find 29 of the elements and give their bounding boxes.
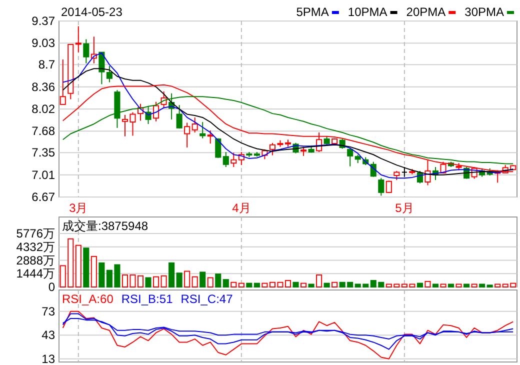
y-tick-label: 8.7	[38, 58, 56, 72]
legend-label: 20PMA	[406, 5, 446, 19]
x-tick-label: 3月	[69, 201, 88, 215]
series-label: RSI_B:51	[121, 292, 174, 306]
legend-label: 10PMA	[348, 5, 388, 19]
legend-label: 5PMA	[296, 5, 329, 19]
chart-title: 2014-05-23	[61, 5, 123, 19]
y-tick-label: 8.36	[32, 80, 56, 94]
y-tick-label: 43	[42, 328, 56, 342]
x-tick-label: 4月	[232, 201, 251, 215]
y-tick-label: 4332万	[16, 240, 55, 254]
y-tick-label: 7.35	[32, 146, 56, 160]
y-tick-label: 73	[42, 304, 56, 318]
series-label: RSI_A:60	[62, 292, 114, 306]
y-tick-label: 13	[42, 352, 56, 365]
y-tick-label: 2888万	[16, 253, 55, 268]
text: RSI_C:47	[180, 292, 234, 306]
x-tick-label: 5月	[395, 201, 414, 215]
y-tick-label: 9.03	[32, 36, 56, 50]
y-tick-label: 7.68	[32, 124, 56, 138]
y-tick-label: 5776万	[16, 226, 55, 241]
y-tick-label: 1444万	[16, 266, 55, 281]
y-tick-label: 8.02	[32, 102, 56, 116]
y-tick-label: 7.01	[32, 168, 56, 182]
chart-title: 成交量:3875948	[62, 219, 148, 233]
y-tick-label: 6.67	[32, 190, 56, 204]
legend-label: 30PMA	[464, 5, 504, 19]
y-tick-label: 9.37	[32, 14, 56, 28]
y-tick-label: 0	[48, 280, 56, 294]
